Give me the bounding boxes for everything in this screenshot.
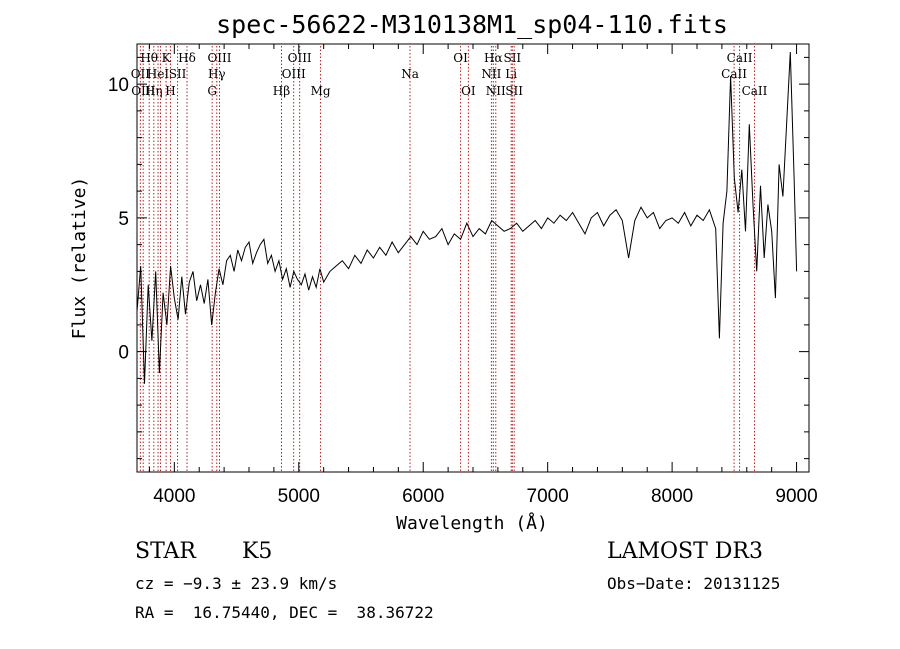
line-label-12: OIII bbox=[207, 51, 231, 65]
plot-frame bbox=[136, 43, 810, 473]
line-label-23: Li bbox=[505, 67, 517, 81]
line-label-6: K bbox=[162, 51, 172, 65]
line-label-28: CaII bbox=[742, 84, 768, 98]
emission-line-markers bbox=[139, 46, 755, 472]
line-label-27: CaII bbox=[727, 51, 753, 65]
observation-date: Obs−Date: 20131125 bbox=[607, 574, 781, 593]
sky-coordinates: RA = 16.75440, DEC = 38.36722 bbox=[135, 603, 434, 622]
y-tick-label-5: 5 bbox=[118, 209, 129, 230]
line-label-0: OII bbox=[131, 67, 151, 81]
line-label-4: HeI bbox=[147, 67, 170, 81]
line-label-9: Hδ bbox=[178, 51, 196, 65]
x-tick-label-6000: 6000 bbox=[402, 486, 444, 507]
line-label-7: H bbox=[165, 84, 175, 98]
redshift-cz: cz = −9.3 ± 23.9 km/s bbox=[135, 574, 338, 593]
y-tick-label-0: 0 bbox=[118, 343, 129, 364]
series-line-0 bbox=[136, 51, 798, 384]
line-label-24: SII bbox=[503, 51, 521, 65]
line-label-20: NII bbox=[481, 67, 501, 81]
x-tick-label-8000: 8000 bbox=[651, 486, 693, 507]
x-tick-label-7000: 7000 bbox=[527, 486, 569, 507]
flux-series bbox=[136, 51, 798, 384]
axis-ticks: 4000 5000 6000 7000 8000 9000 0 5 10 bbox=[108, 44, 818, 507]
survey-name: LAMOST DR3 bbox=[607, 539, 763, 564]
line-label-3: Hη bbox=[145, 84, 163, 98]
line-label-16: Mg bbox=[311, 84, 331, 98]
line-label-21: Hα bbox=[484, 51, 503, 65]
chart-title: spec-56622-M310138M1_sp04-110.fits bbox=[216, 10, 728, 39]
line-label-13: Hβ bbox=[273, 84, 290, 98]
x-tick-label-4000: 4000 bbox=[153, 486, 195, 507]
x-tick-label-9000: 9000 bbox=[775, 486, 817, 507]
object-subclass: K5 bbox=[242, 539, 273, 564]
line-label-22: NII bbox=[486, 84, 506, 98]
line-label-8: SII bbox=[169, 67, 187, 81]
line-label-17: Na bbox=[401, 67, 419, 81]
line-label-2: Hθ bbox=[140, 51, 158, 65]
line-label-15: OIII bbox=[288, 51, 312, 65]
x-tick-label-5000: 5000 bbox=[278, 486, 320, 507]
emission-line-labels: OIIOIIIHθHηHeIKHSIIHδGHγOIIIHβOIIIOIIIMg… bbox=[131, 51, 768, 98]
line-label-10: G bbox=[207, 84, 217, 98]
line-label-14: OIII bbox=[282, 67, 306, 81]
line-label-19: OI bbox=[461, 84, 476, 98]
line-label-18: OI bbox=[453, 51, 468, 65]
y-axis-label: Flux (relative) bbox=[69, 177, 90, 340]
line-label-26: CaII bbox=[721, 67, 747, 81]
object-class: STAR bbox=[135, 539, 196, 564]
line-label-25: SII bbox=[505, 84, 523, 98]
line-label-11: Hγ bbox=[208, 67, 226, 81]
y-tick-label-10: 10 bbox=[108, 75, 129, 96]
x-axis-label: Wavelength (Å) bbox=[396, 512, 548, 534]
